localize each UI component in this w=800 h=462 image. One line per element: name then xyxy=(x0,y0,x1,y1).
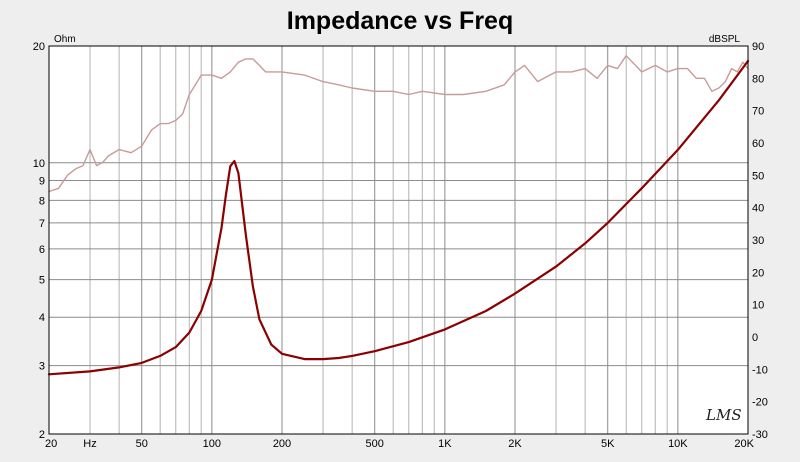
x-tick-label: 50 xyxy=(136,438,148,450)
plot-frame xyxy=(48,45,749,435)
x-tick-label: 2K xyxy=(508,438,522,450)
x-tick-label: 100 xyxy=(203,438,221,450)
x-tick-label: 500 xyxy=(366,438,384,450)
right-tick-label: 10 xyxy=(752,300,764,312)
x-tick-label: 20K xyxy=(734,438,754,450)
left-tick-label: 10 xyxy=(33,158,45,170)
right-axis: -30 -20 -10 0 10 20 30 40 50 60 70 80 90 xyxy=(752,41,768,441)
plot-area xyxy=(49,46,748,434)
right-axis-unit: dBSPL xyxy=(709,34,741,45)
right-tick-label: 80 xyxy=(752,73,764,85)
left-tick-label: 7 xyxy=(39,218,45,230)
left-tick-label: 5 xyxy=(39,275,45,287)
right-tick-label: 50 xyxy=(752,170,764,182)
x-tick-label: 5K xyxy=(601,438,615,450)
right-tick-label: 60 xyxy=(752,138,764,150)
left-axis-unit: Ohm xyxy=(54,34,76,45)
right-tick-label: 70 xyxy=(752,106,764,118)
chart-title: Impedance vs Freq xyxy=(287,7,513,35)
right-tick-label: -20 xyxy=(752,397,768,409)
right-tick-label: -10 xyxy=(752,364,768,376)
left-tick-label: 4 xyxy=(39,312,45,324)
left-tick-label: 2 xyxy=(39,429,45,441)
left-tick-label: 20 xyxy=(33,41,45,53)
x-tick-label: Hz xyxy=(83,438,96,450)
left-tick-label: 9 xyxy=(39,176,45,188)
right-tick-label: 20 xyxy=(752,267,764,279)
right-tick-label: 40 xyxy=(752,203,764,215)
left-tick-label: 6 xyxy=(39,244,45,256)
left-axis: 2 3 4 5 6 7 8 9 10 20 xyxy=(33,41,45,441)
right-tick-label: 0 xyxy=(752,332,758,344)
x-tick-label: 1K xyxy=(438,438,452,450)
x-axis: 20 Hz 50 100 200 500 1K 2K 5K 10K 20K xyxy=(45,438,755,450)
right-tick-label: -30 xyxy=(752,429,768,441)
right-tick-label: 30 xyxy=(752,235,764,247)
spl-curve xyxy=(48,55,749,193)
series-group xyxy=(47,55,750,376)
lms-watermark: LMS xyxy=(705,406,742,424)
impedance-curve xyxy=(47,59,750,376)
left-tick-label: 8 xyxy=(39,195,45,207)
x-tick-label: 10K xyxy=(668,438,688,450)
x-tick-label: 200 xyxy=(273,438,291,450)
right-tick-label: 90 xyxy=(752,41,764,53)
x-tick-label: 20 xyxy=(45,438,57,450)
left-tick-label: 3 xyxy=(39,361,45,373)
